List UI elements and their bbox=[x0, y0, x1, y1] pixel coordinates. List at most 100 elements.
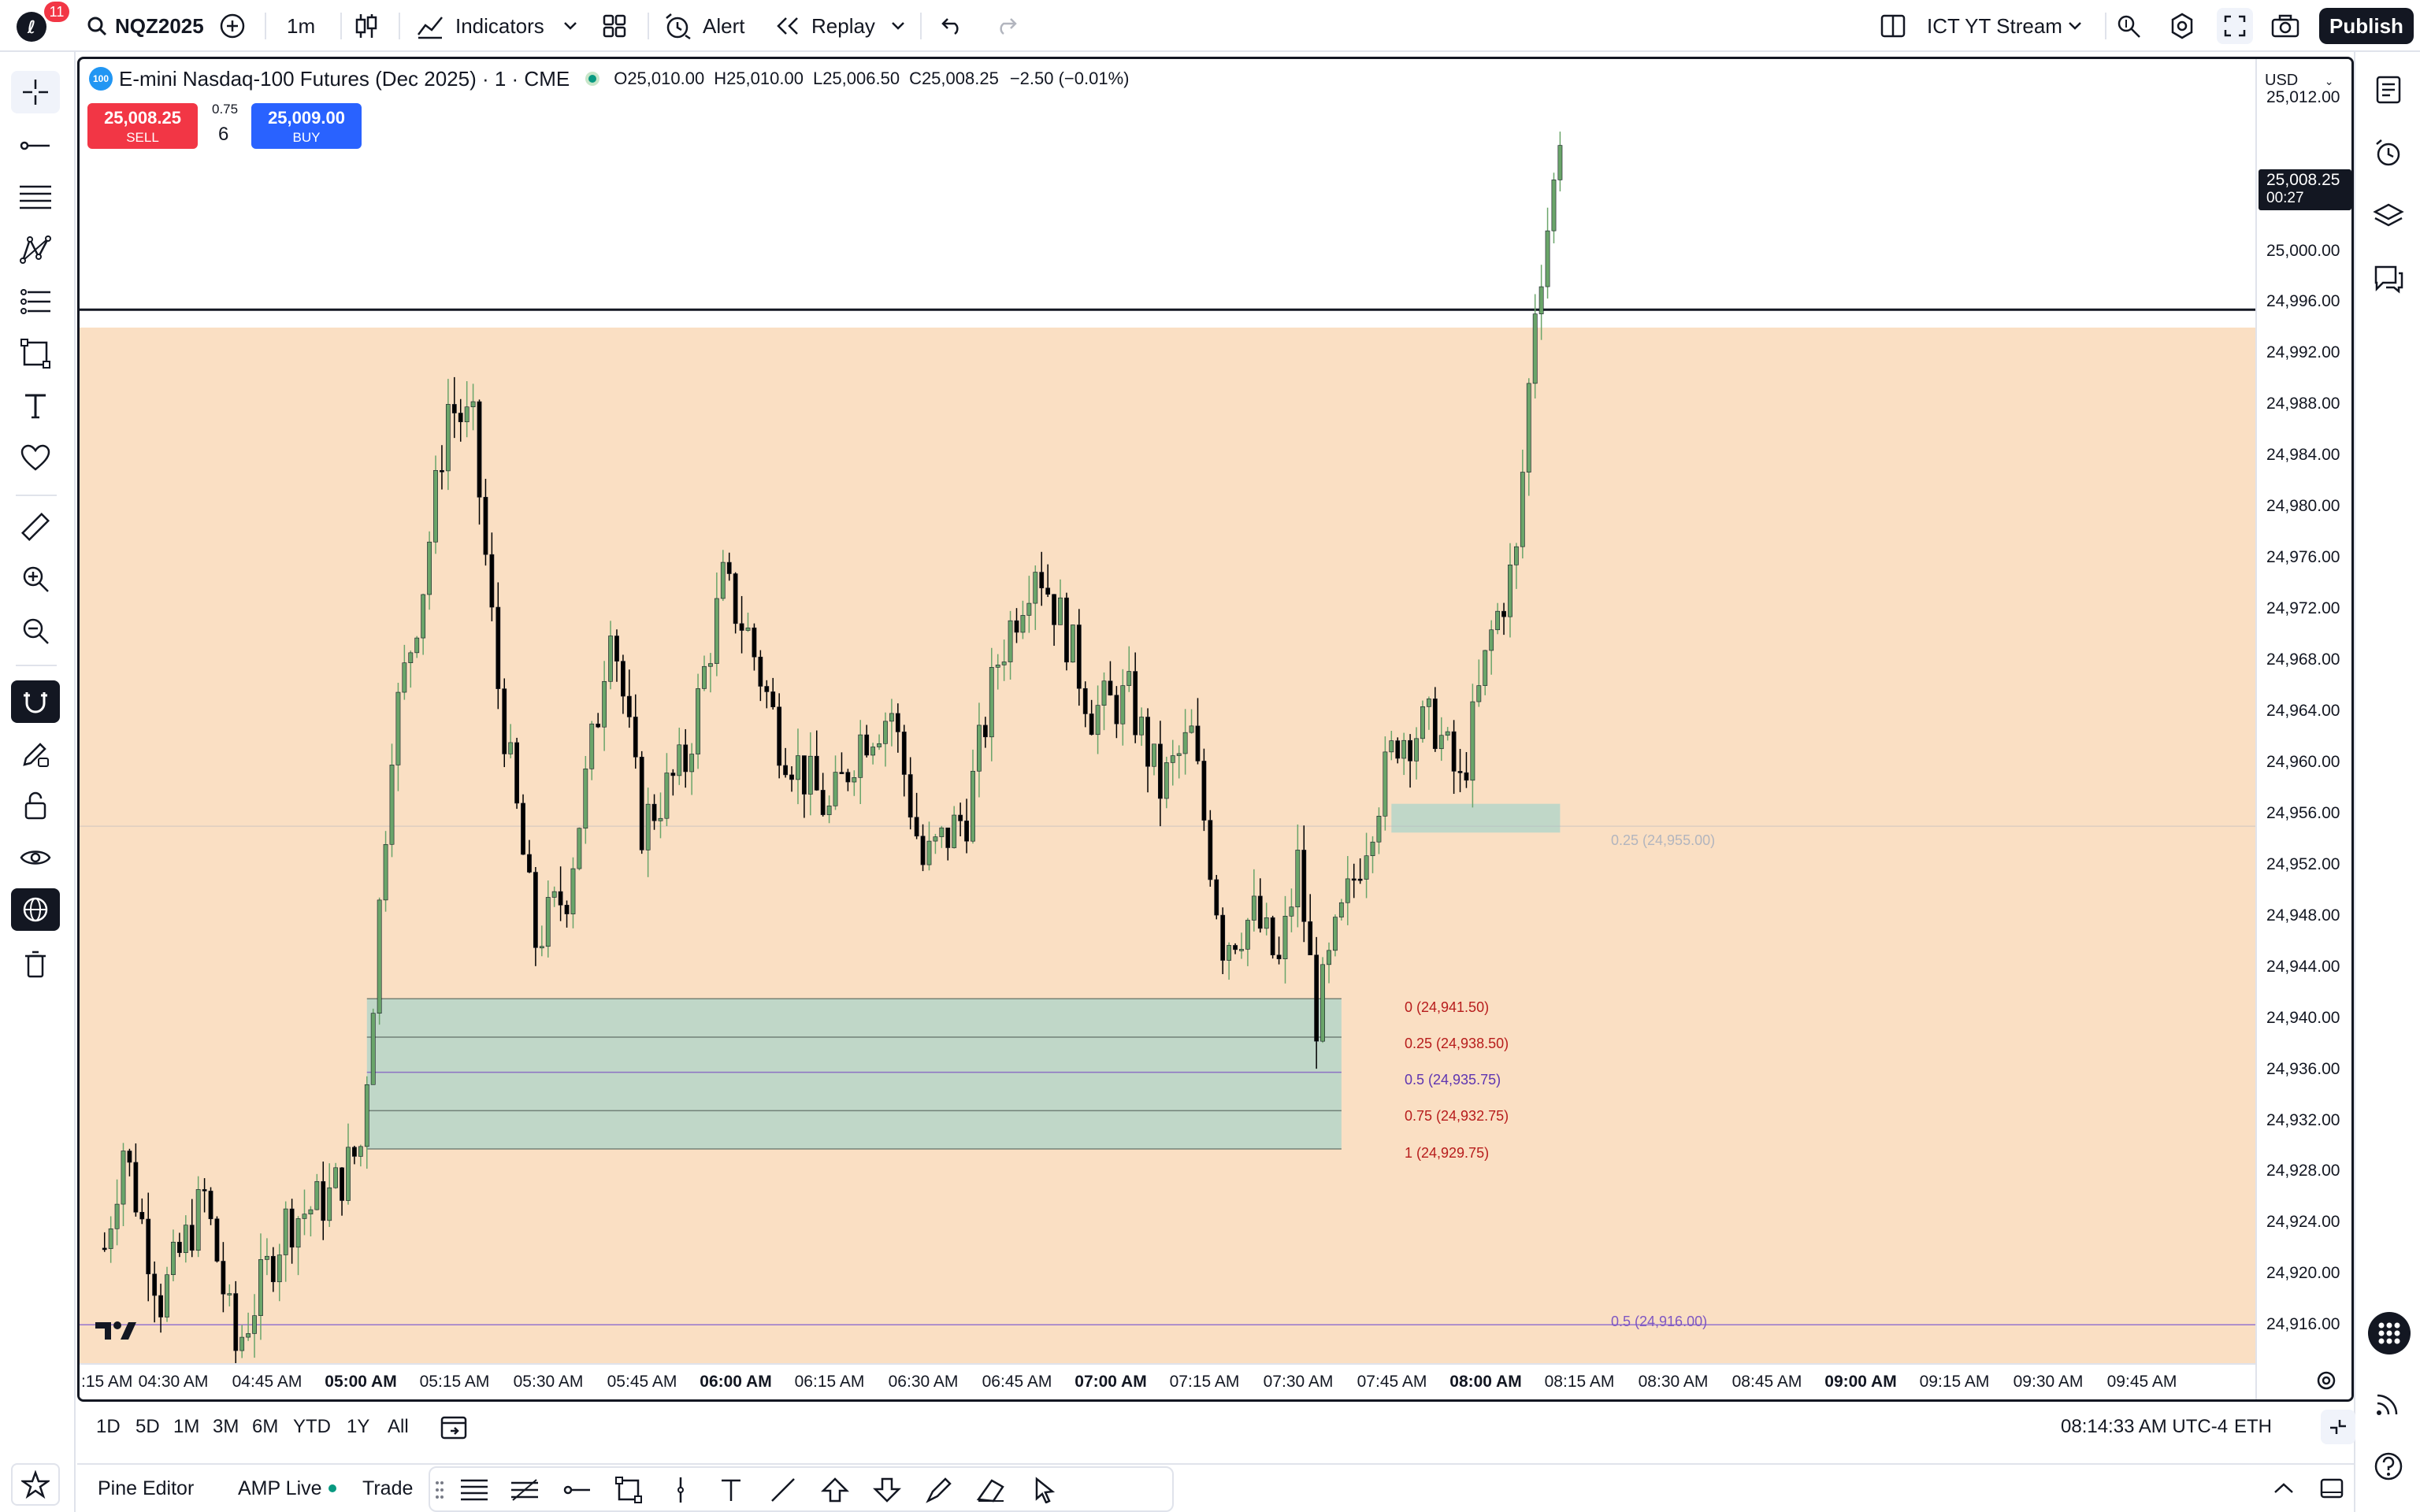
expand-panel-button[interactable] bbox=[2272, 1465, 2296, 1512]
price-axis[interactable]: USD ⌄ 25,012.0025,004.0025,000.0024,996.… bbox=[2255, 59, 2351, 1399]
collapse-panel-button[interactable] bbox=[2321, 1410, 2355, 1444]
chart-type-button[interactable] bbox=[354, 0, 378, 52]
candle-body bbox=[1501, 610, 1506, 617]
favorites-star-button[interactable] bbox=[11, 1463, 60, 1506]
text-tool-button[interactable] bbox=[11, 384, 60, 427]
quick-search-button[interactable] bbox=[2114, 0, 2143, 52]
zoom-out-button[interactable] bbox=[11, 610, 60, 652]
session-button[interactable]: ETH bbox=[2234, 1403, 2272, 1451]
fib-tool-button[interactable] bbox=[11, 176, 60, 219]
layout-name-button[interactable]: ICT YT Stream bbox=[1927, 0, 2062, 52]
magnet-mode-button[interactable] bbox=[11, 680, 60, 723]
replay-dropdown[interactable] bbox=[890, 0, 906, 52]
range-button-ytd[interactable]: YTD bbox=[293, 1416, 331, 1437]
candle-body bbox=[801, 755, 807, 795]
candle-body bbox=[1220, 914, 1226, 961]
projection-tool-button[interactable] bbox=[11, 280, 60, 323]
brush-icon[interactable] bbox=[923, 1474, 955, 1506]
goto-date-button[interactable] bbox=[440, 1403, 468, 1451]
time-axis[interactable]: :15 AM 04:30 AM 04:45 AM 05:00 AM 05:15 AM 05… bbox=[80, 1363, 2255, 1399]
layouts-button[interactable] bbox=[602, 0, 627, 52]
apps-button[interactable] bbox=[2368, 1312, 2411, 1354]
candle-body bbox=[596, 723, 601, 728]
pattern-tool-button[interactable] bbox=[11, 228, 60, 271]
text-icon[interactable] bbox=[715, 1474, 747, 1506]
fullscreen-button[interactable] bbox=[2217, 8, 2253, 44]
measure-tool-button[interactable] bbox=[11, 506, 60, 548]
hide-drawings-button[interactable] bbox=[11, 836, 60, 879]
range-button-1d[interactable]: 1D bbox=[96, 1416, 121, 1437]
candle-body bbox=[321, 1180, 326, 1221]
lock-drawings-button[interactable] bbox=[11, 784, 60, 827]
trend-line-tool-button[interactable] bbox=[11, 124, 60, 167]
trade-tab[interactable]: Trade bbox=[362, 1465, 413, 1512]
range-button-1m[interactable]: 1M bbox=[173, 1416, 200, 1437]
compare-symbol-button[interactable] bbox=[219, 0, 246, 52]
publish-button[interactable]: Publish bbox=[2319, 8, 2414, 44]
layout-dropdown[interactable] bbox=[2067, 0, 2083, 52]
candle-body bbox=[971, 770, 975, 842]
timezone-clock[interactable]: 08:14:33 AM UTC-4 bbox=[2061, 1403, 2228, 1451]
range-button-3m[interactable]: 3M bbox=[213, 1416, 239, 1437]
remove-drawings-button[interactable] bbox=[11, 943, 60, 986]
snapshot-button[interactable] bbox=[2270, 0, 2300, 52]
alerts-panel-button[interactable] bbox=[2366, 131, 2411, 175]
symbol-search[interactable]: NQZ2025 bbox=[87, 0, 204, 52]
layout-toggle-button[interactable] bbox=[1880, 0, 1906, 52]
alert-button[interactable]: Alert bbox=[663, 0, 744, 52]
horizontal-line-icon[interactable] bbox=[561, 1474, 592, 1506]
fib-retracement-icon[interactable] bbox=[458, 1474, 490, 1506]
publish-label: Publish bbox=[2329, 13, 2403, 38]
buy-button[interactable]: 25,009.00 BUY bbox=[251, 103, 362, 149]
indicators-dropdown[interactable] bbox=[562, 0, 578, 52]
range-button-5d[interactable]: 5D bbox=[135, 1416, 160, 1437]
amp-live-tab[interactable]: AMP Live bbox=[238, 1465, 336, 1512]
symbol-title[interactable]: E-mini Nasdaq-100 Futures (Dec 2025) · 1… bbox=[119, 66, 570, 91]
chats-button[interactable] bbox=[2366, 257, 2411, 301]
signal-button[interactable] bbox=[2366, 1381, 2411, 1425]
range-button-all[interactable]: All bbox=[388, 1416, 409, 1437]
range-button-6m[interactable]: 6M bbox=[252, 1416, 279, 1437]
cursor-icon[interactable] bbox=[1029, 1474, 1060, 1506]
pine-editor-tab[interactable]: Pine Editor bbox=[98, 1465, 194, 1512]
logo-icon[interactable]: ℓ bbox=[14, 9, 52, 43]
range-button-1y[interactable]: 1Y bbox=[347, 1416, 370, 1437]
replay-button[interactable]: Replay bbox=[775, 0, 875, 52]
eraser-icon[interactable] bbox=[975, 1474, 1007, 1506]
watchlist-icon bbox=[2376, 76, 2401, 104]
stay-in-drawing-button[interactable] bbox=[11, 732, 60, 775]
undo-button[interactable] bbox=[941, 0, 964, 52]
chart-plot-area[interactable]: 100 E-mini Nasdaq-100 Futures (Dec 2025)… bbox=[80, 59, 2255, 1363]
sync-drawings-button[interactable] bbox=[11, 888, 60, 931]
zoom-in-button[interactable] bbox=[11, 558, 60, 600]
price-chart[interactable] bbox=[80, 59, 2255, 1363]
object-tree-button[interactable] bbox=[2366, 194, 2411, 238]
fib-retracement-box bbox=[366, 999, 1342, 1150]
rectangle-icon[interactable] bbox=[613, 1474, 644, 1506]
separator bbox=[399, 13, 400, 39]
drag-handle-icon[interactable] bbox=[432, 1474, 447, 1506]
crosshair-tool-button[interactable] bbox=[11, 71, 60, 113]
help-button[interactable] bbox=[2366, 1444, 2411, 1488]
rectangle-tool-button[interactable] bbox=[11, 332, 60, 375]
watchlist-button[interactable] bbox=[2366, 68, 2411, 112]
notification-badge[interactable]: 11 bbox=[44, 2, 69, 22]
trend-line-icon[interactable] bbox=[767, 1474, 799, 1506]
favorites-tool-button[interactable] bbox=[11, 436, 60, 479]
quantity-input[interactable]: 6 bbox=[218, 124, 229, 145]
maximize-panel-button[interactable] bbox=[2319, 1465, 2344, 1512]
vertical-line-icon[interactable] bbox=[665, 1474, 696, 1506]
indicators-button[interactable]: Indicators bbox=[416, 0, 544, 52]
time-tick-label: 04:45 AM bbox=[232, 1373, 302, 1391]
axis-settings-button[interactable] bbox=[2315, 1369, 2337, 1395]
sell-button[interactable]: 25,008.25 SELL bbox=[87, 103, 198, 149]
arrow-up-icon[interactable] bbox=[819, 1474, 851, 1506]
price-tick-label: 24,968.00 bbox=[2266, 650, 2340, 669]
settings-button[interactable] bbox=[2168, 0, 2196, 52]
interval-button[interactable]: 1m bbox=[287, 0, 315, 52]
currency-selector[interactable]: USD ⌄ bbox=[2265, 72, 2334, 90]
projection-icon[interactable] bbox=[509, 1474, 540, 1506]
arrow-down-icon[interactable] bbox=[871, 1474, 903, 1506]
redo-button[interactable] bbox=[994, 0, 1018, 52]
candle-body bbox=[146, 1218, 151, 1275]
